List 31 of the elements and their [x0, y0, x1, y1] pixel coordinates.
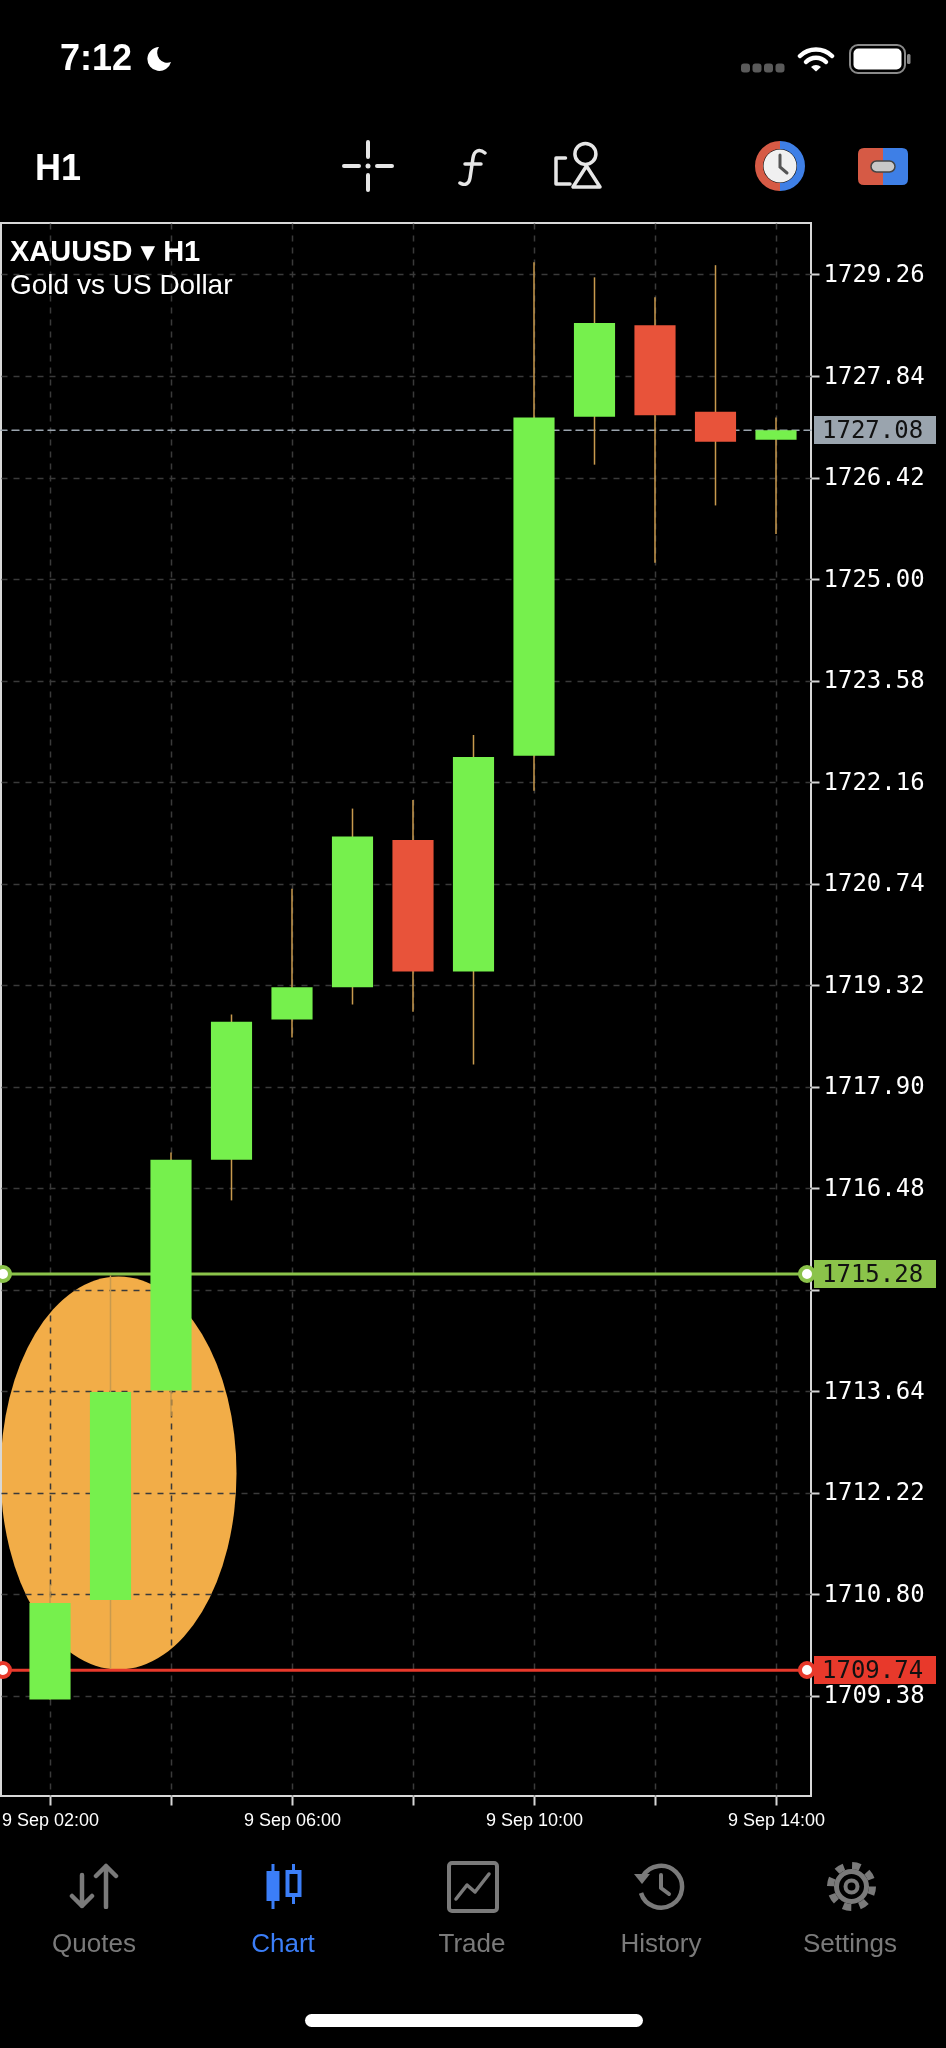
text: Trade [437, 1928, 507, 1958]
y-tick-label: 1723.58 [823, 666, 925, 695]
x-tick-label: 9 Sep 06:00 [243, 1809, 342, 1830]
chart-title: XAUUSD ▾ H1 [10, 234, 202, 268]
text: Settings [802, 1928, 898, 1958]
ref-line-label: 1715.28 [814, 1260, 936, 1289]
text: 7:12 [60, 37, 133, 79]
text: Chart [250, 1928, 316, 1958]
candlestick [694, 264, 737, 507]
x-tick-label: 9 Sep 14:00 [727, 1809, 826, 1830]
text: Quotes [51, 1928, 137, 1958]
x-tick-label: 9 Sep 02:00 [1, 1809, 100, 1830]
text: Gold vs US Dollar [10, 268, 233, 302]
y-tick-label: 1710.80 [823, 1579, 925, 1608]
text: History [619, 1928, 703, 1958]
y-tick-label: 1716.48 [823, 1173, 925, 1202]
text: H1 [35, 147, 82, 189]
x-tick-label: 9 Sep 10:00 [485, 1809, 584, 1830]
y-tick-label: 1729.26 [823, 259, 925, 288]
y-tick-label: 1727.84 [823, 361, 925, 390]
ref-line-label: 1709.74 [814, 1656, 936, 1685]
y-tick-label: 1713.64 [823, 1376, 925, 1405]
y-tick-label: 1717.90 [823, 1072, 925, 1101]
y-tick-label: 1720.74 [823, 869, 925, 898]
candlestick [755, 416, 797, 535]
ref-line-label: 1727.08 [814, 416, 936, 445]
y-tick-label: 1722.16 [823, 767, 925, 796]
y-tick-label: 1726.42 [823, 463, 925, 492]
y-tick-label: 1725.00 [823, 564, 925, 593]
y-tick-label: 1719.32 [823, 970, 925, 999]
y-tick-label: 1712.22 [823, 1478, 925, 1507]
